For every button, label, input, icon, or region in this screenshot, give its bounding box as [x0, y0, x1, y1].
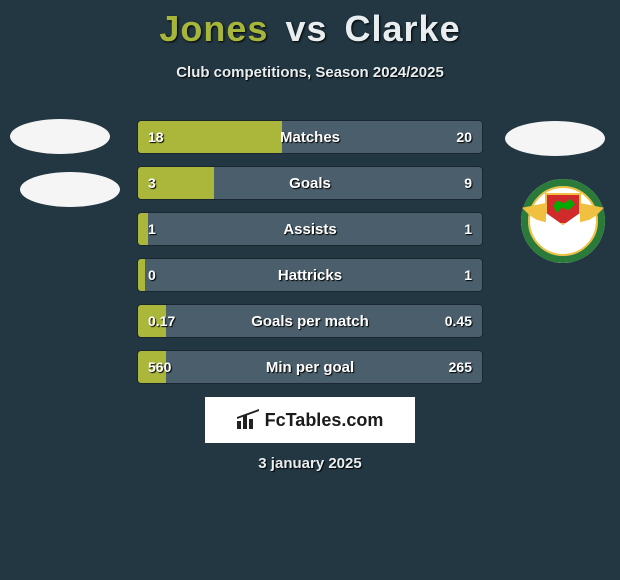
comparison-title: Jones vs Clarke — [0, 0, 620, 50]
fctables-watermark: FcTables.com — [205, 397, 415, 443]
stat-label: Min per goal — [138, 351, 482, 383]
player1-avatar-placeholder — [10, 119, 110, 154]
subtitle: Club competitions, Season 2024/2025 — [0, 64, 620, 81]
stat-label: Goals per match — [138, 305, 482, 337]
player2-avatar-placeholder — [505, 121, 605, 156]
stat-row: 39Goals — [137, 166, 483, 200]
fctables-text: FcTables.com — [265, 410, 384, 431]
stat-row: 11Assists — [137, 212, 483, 246]
stat-label: Hattricks — [138, 259, 482, 291]
stat-row: 01Hattricks — [137, 258, 483, 292]
player2-name: Clarke — [345, 8, 461, 49]
stat-label: Matches — [138, 121, 482, 153]
stat-row: 0.170.45Goals per match — [137, 304, 483, 338]
stat-rows: 1820Matches 39Goals 11Assists 01Hattricks 0.… — [137, 120, 483, 396]
title-vs: vs — [285, 8, 327, 49]
stat-label: Assists — [138, 213, 482, 245]
player2-club-badge — [521, 179, 605, 263]
stat-label: Goals — [138, 167, 482, 199]
player1-club-placeholder — [20, 172, 120, 207]
stat-row: 1820Matches — [137, 120, 483, 154]
fctables-bar-icon — [237, 411, 259, 429]
generated-date: 3 january 2025 — [0, 455, 620, 472]
player1-name: Jones — [159, 8, 268, 49]
stat-row: 560265Min per goal — [137, 350, 483, 384]
